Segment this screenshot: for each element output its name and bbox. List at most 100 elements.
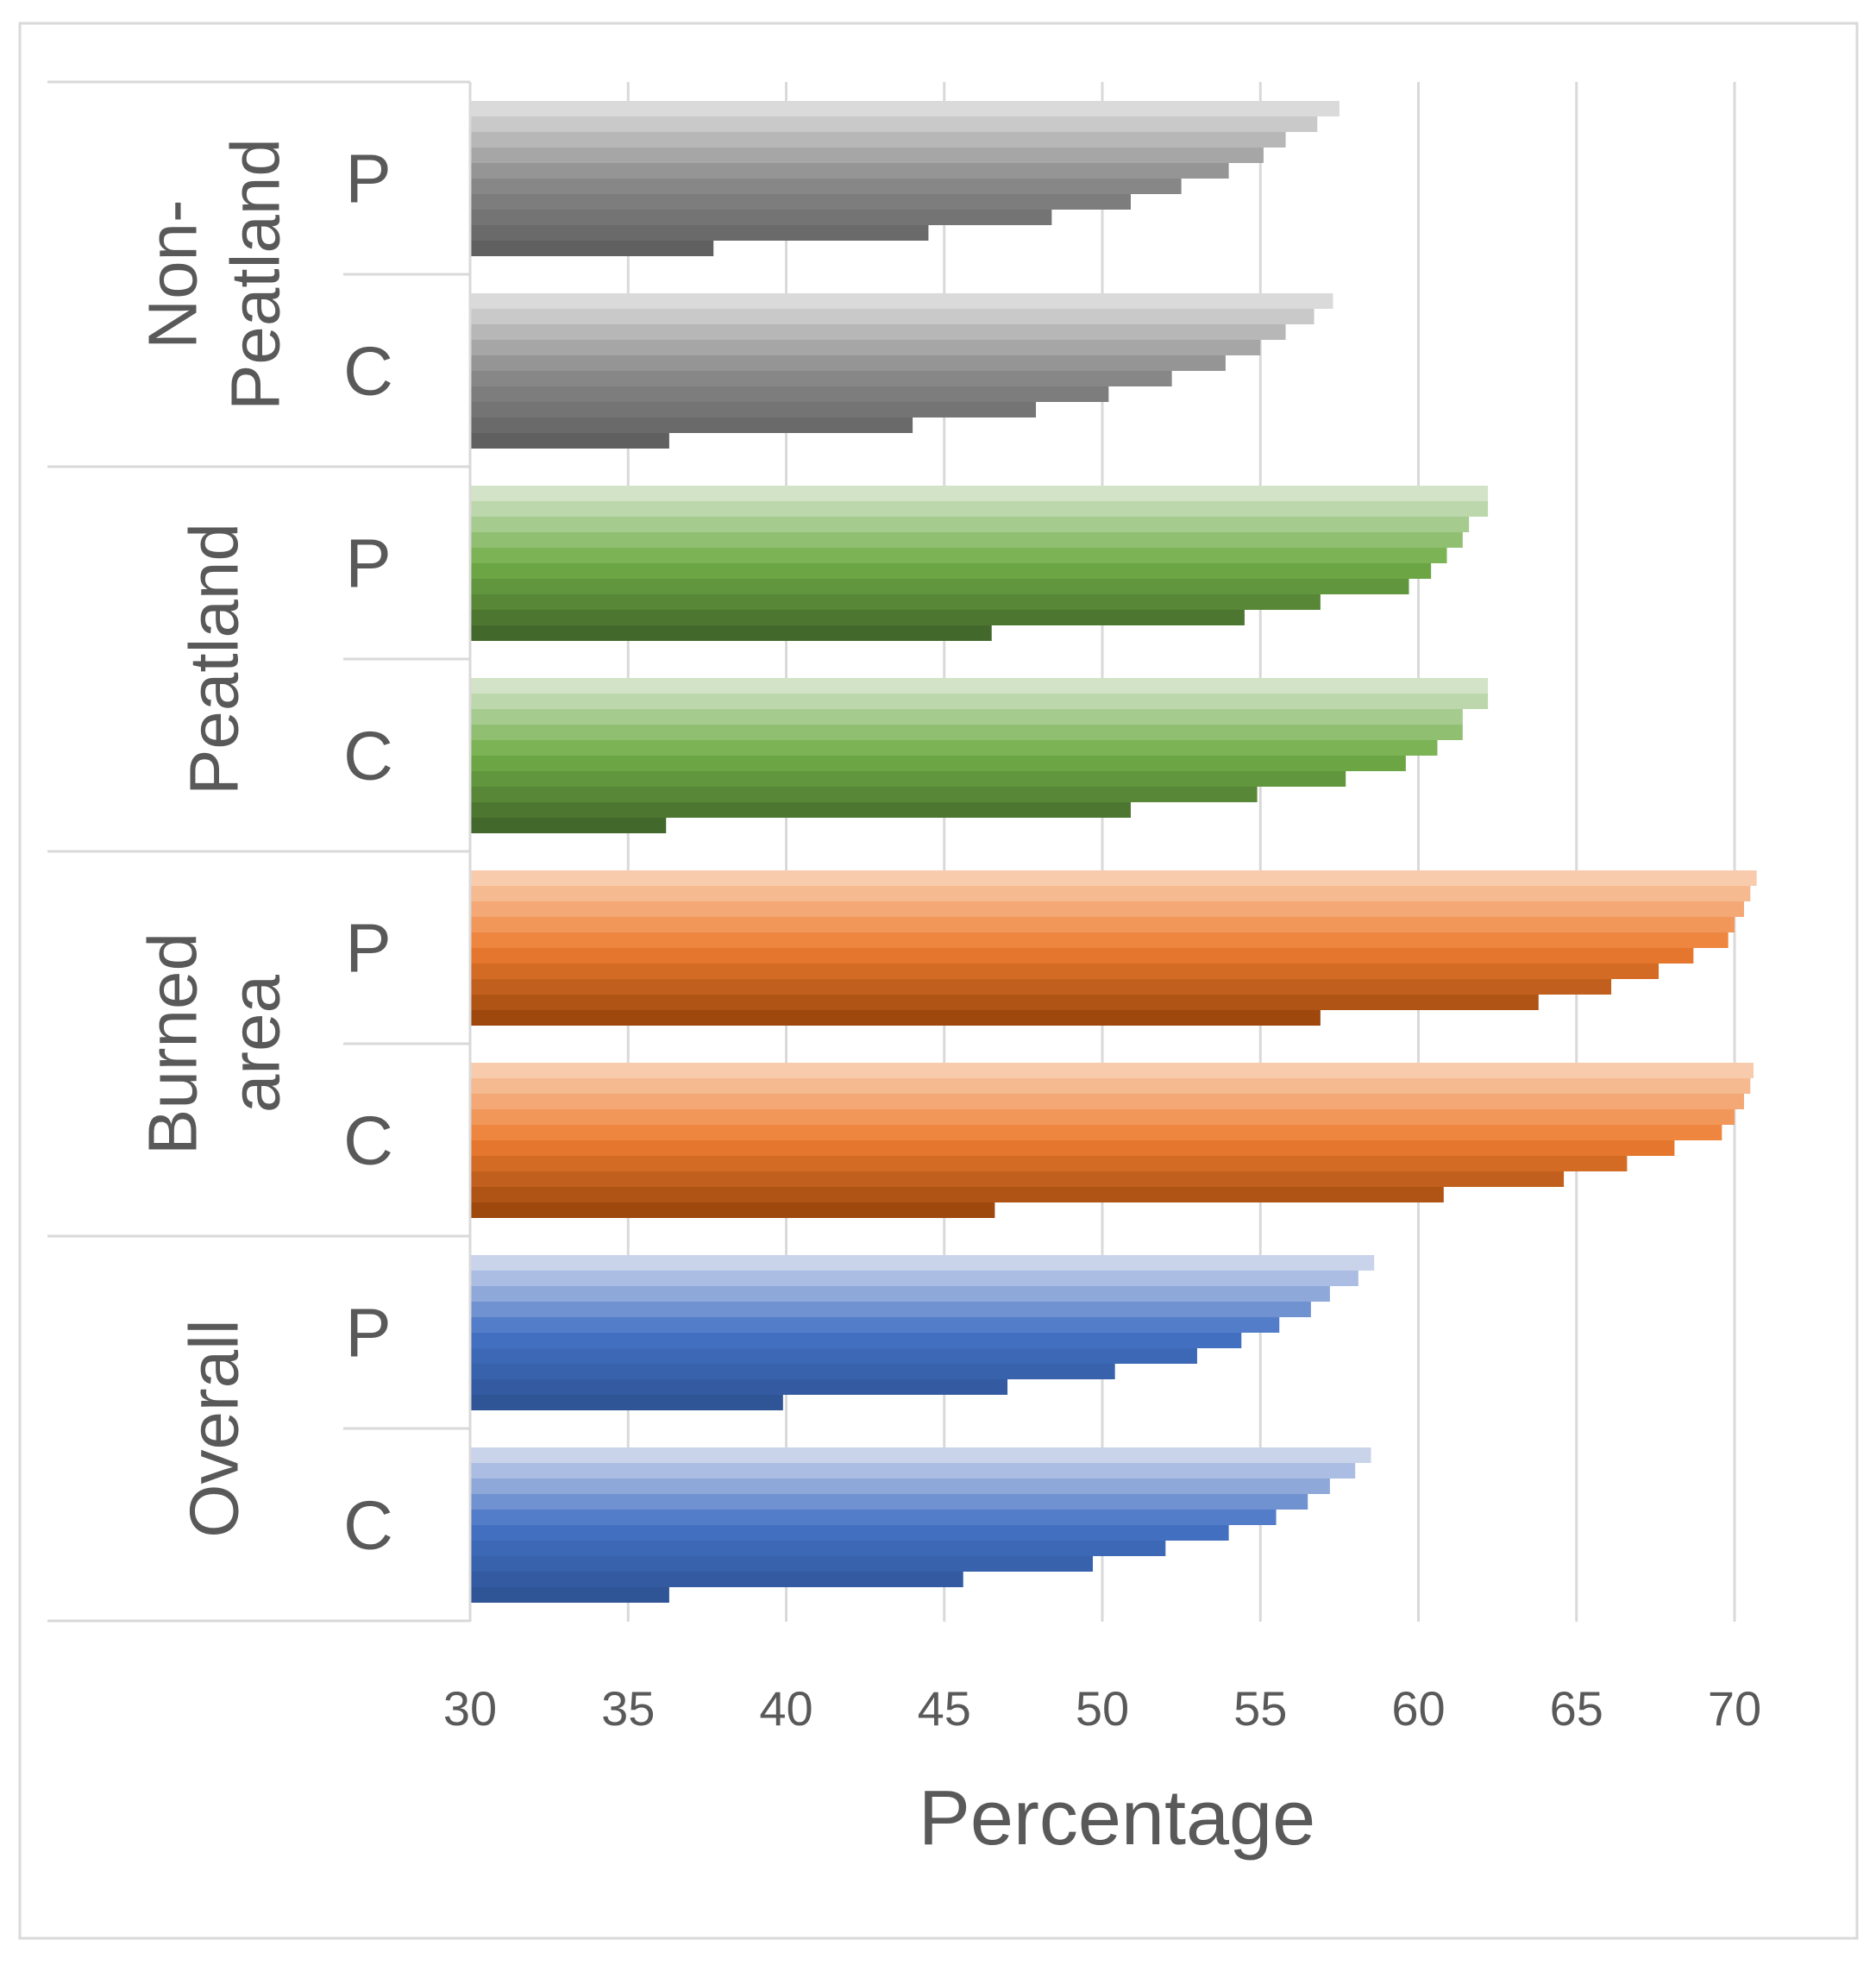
bar-burned-area-c-8 xyxy=(470,1171,1565,1187)
bar-peatland-p-8 xyxy=(470,594,1321,610)
bar-overall-p-1 xyxy=(470,1255,1375,1271)
bar-burned-area-c-5 xyxy=(470,1125,1722,1140)
bar-peatland-p-7 xyxy=(470,579,1409,594)
bar-burned-area-p-6 xyxy=(470,948,1694,964)
bar-non-peatland-p-2 xyxy=(470,116,1318,132)
bar-overall-c-7 xyxy=(470,1541,1166,1556)
bar-burned-area-c-10 xyxy=(470,1202,995,1218)
group-label-non-peatland-line-2: Peatland xyxy=(217,138,294,411)
bar-burned-area-c-9 xyxy=(470,1187,1444,1202)
bar-burned-area-c-4 xyxy=(470,1109,1735,1125)
bar-overall-c-8 xyxy=(470,1556,1094,1572)
bar-peatland-p-5 xyxy=(470,548,1447,563)
bar-non-peatland-c-10 xyxy=(470,433,669,449)
bar-non-peatland-c-6 xyxy=(470,371,1172,386)
bar-burned-area-p-2 xyxy=(470,886,1751,901)
bar-non-peatland-p-1 xyxy=(470,101,1340,116)
x-tick-label-55: 55 xyxy=(1233,1681,1287,1736)
group-label-overall-line-1: Overall xyxy=(176,1319,253,1537)
bar-peatland-p-2 xyxy=(470,501,1489,517)
bar-peatland-p-6 xyxy=(470,563,1432,579)
bar-overall-p-2 xyxy=(470,1271,1358,1286)
bar-peatland-c-6 xyxy=(470,756,1406,771)
bar-overall-c-3 xyxy=(470,1478,1330,1494)
bar-overall-p-3 xyxy=(470,1286,1330,1302)
bar-non-peatland-p-3 xyxy=(470,132,1286,148)
bars xyxy=(470,101,1757,1603)
bar-overall-c-10 xyxy=(470,1587,669,1603)
bar-overall-c-9 xyxy=(470,1572,963,1587)
subgroup-label-c: C xyxy=(343,1102,393,1179)
bar-overall-p-6 xyxy=(470,1333,1242,1348)
bar-non-peatland-p-4 xyxy=(470,148,1264,163)
x-tick-label-35: 35 xyxy=(601,1681,655,1736)
bar-peatland-c-9 xyxy=(470,802,1131,818)
bar-peatland-c-1 xyxy=(470,678,1489,694)
bar-peatland-p-1 xyxy=(470,486,1489,501)
bar-burned-area-p-4 xyxy=(470,917,1735,932)
bar-peatland-p-9 xyxy=(470,610,1245,625)
group-label-non-peatland-line-1: Non- xyxy=(135,199,211,348)
bar-non-peatland-p-7 xyxy=(470,194,1131,210)
subgroup-label-c: C xyxy=(343,333,393,410)
bar-non-peatland-p-10 xyxy=(470,241,714,256)
bar-overall-p-9 xyxy=(470,1379,1008,1395)
bar-peatland-c-2 xyxy=(470,694,1489,709)
bar-non-peatland-c-7 xyxy=(470,386,1109,402)
subgroup-label-p: P xyxy=(345,525,391,602)
bar-non-peatland-c-9 xyxy=(470,417,913,433)
bar-overall-p-10 xyxy=(470,1395,783,1410)
x-axis-title: Percentage xyxy=(919,1775,1315,1861)
bar-non-peatland-c-3 xyxy=(470,324,1286,340)
bar-burned-area-c-7 xyxy=(470,1156,1628,1171)
bar-peatland-c-4 xyxy=(470,725,1463,740)
bar-overall-p-8 xyxy=(470,1364,1115,1379)
subgroup-label-p: P xyxy=(345,910,391,987)
group-label-peatland-line-1: Peatland xyxy=(176,523,253,795)
bar-non-peatland-p-6 xyxy=(470,179,1182,194)
bar-peatland-p-10 xyxy=(470,625,992,641)
bar-overall-p-4 xyxy=(470,1302,1311,1317)
bar-overall-c-1 xyxy=(470,1447,1371,1463)
x-tick-label-50: 50 xyxy=(1076,1681,1129,1736)
bar-overall-c-6 xyxy=(470,1525,1229,1541)
bar-peatland-p-3 xyxy=(470,517,1470,532)
x-tick-label-30: 30 xyxy=(443,1681,497,1736)
x-tick-label-70: 70 xyxy=(1708,1681,1761,1736)
group-label-burned-area-line-1: Burned xyxy=(135,932,211,1155)
bar-burned-area-p-7 xyxy=(470,964,1660,979)
bar-non-peatland-p-8 xyxy=(470,210,1052,225)
bar-non-peatland-c-1 xyxy=(470,293,1333,309)
bar-overall-c-4 xyxy=(470,1494,1308,1510)
x-tick-label-65: 65 xyxy=(1550,1681,1603,1736)
group-label-burned-area-line-2: area xyxy=(217,974,294,1113)
bar-peatland-c-7 xyxy=(470,771,1346,787)
bar-burned-area-p-5 xyxy=(470,932,1729,948)
subgroup-label-p: P xyxy=(345,1295,391,1372)
bar-peatland-c-5 xyxy=(470,740,1438,756)
x-tick-label-40: 40 xyxy=(759,1681,813,1736)
bar-non-peatland-c-4 xyxy=(470,340,1261,355)
bar-overall-c-2 xyxy=(470,1463,1356,1478)
bar-non-peatland-c-2 xyxy=(470,309,1314,324)
subgroup-label-c: C xyxy=(343,1487,393,1564)
x-tick-labels: 30 35 40 45 50 55 60 65 70 xyxy=(443,1681,1761,1736)
subgroup-label-p: P xyxy=(345,141,391,217)
bar-burned-area-c-6 xyxy=(470,1140,1675,1156)
bar-burned-area-p-3 xyxy=(470,901,1744,917)
bar-burned-area-c-3 xyxy=(470,1094,1744,1109)
bar-peatland-c-8 xyxy=(470,787,1258,802)
x-tick-label-45: 45 xyxy=(918,1681,971,1736)
bar-overall-c-5 xyxy=(470,1510,1277,1525)
subgroup-label-c: C xyxy=(343,718,393,794)
bar-non-peatland-p-9 xyxy=(470,225,929,241)
bar-burned-area-p-8 xyxy=(470,979,1612,995)
bar-burned-area-c-1 xyxy=(470,1063,1754,1078)
bar-overall-p-7 xyxy=(470,1348,1197,1364)
bar-peatland-c-10 xyxy=(470,818,667,833)
bar-non-peatland-c-8 xyxy=(470,402,1037,417)
bar-peatland-c-3 xyxy=(470,709,1463,725)
bar-non-peatland-c-5 xyxy=(470,355,1226,371)
